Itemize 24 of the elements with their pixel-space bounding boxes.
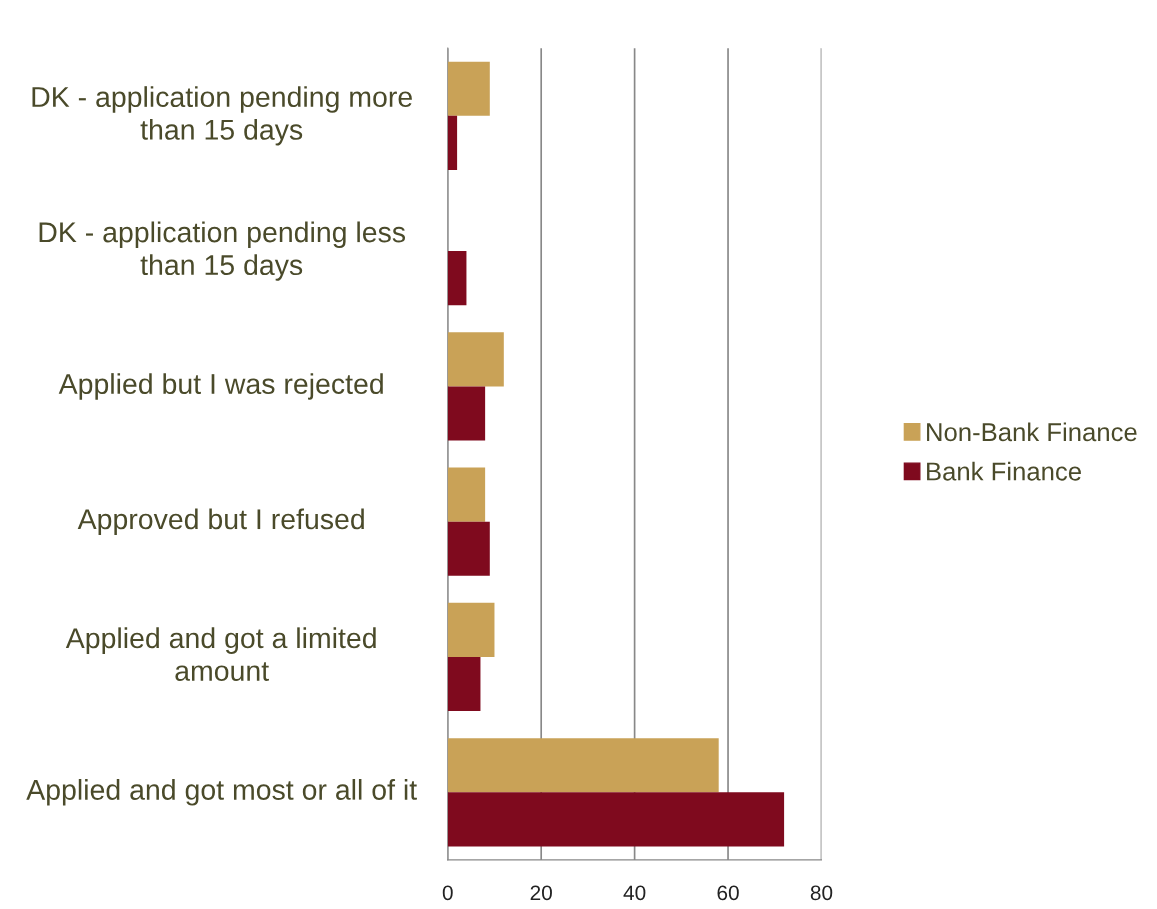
bar (447, 251, 467, 306)
x-tick-label: 60 (717, 885, 739, 901)
bar (447, 656, 481, 712)
bar (447, 115, 458, 170)
y-tick-label: Applied and got most or all of it (26, 779, 417, 806)
bar (447, 467, 486, 522)
legend-label: Non-Bank Finance (927, 422, 1137, 442)
legend-label: Bank Finance (927, 461, 1081, 481)
y-tick-label: Approved but I refused (77, 508, 364, 535)
bar (447, 792, 785, 847)
y-tick-label: Applied but I was rejected (58, 373, 383, 400)
x-tick-label: 40 (623, 885, 646, 901)
bar (447, 332, 504, 387)
x-tick-label: 20 (530, 885, 552, 901)
bar (447, 521, 490, 576)
x-tick-label: 80 (810, 885, 833, 901)
bar (447, 738, 719, 793)
x-tick-label: 0 (442, 885, 453, 901)
bar (447, 61, 490, 116)
y-tick-label: DK - application pending less than 15 days (39, 221, 406, 281)
y-tick-label: DK - application pending more than 15 days (32, 86, 412, 146)
bar (447, 602, 495, 657)
bar (447, 386, 486, 441)
y-tick-label: Applied and got a limited amount (65, 627, 376, 681)
